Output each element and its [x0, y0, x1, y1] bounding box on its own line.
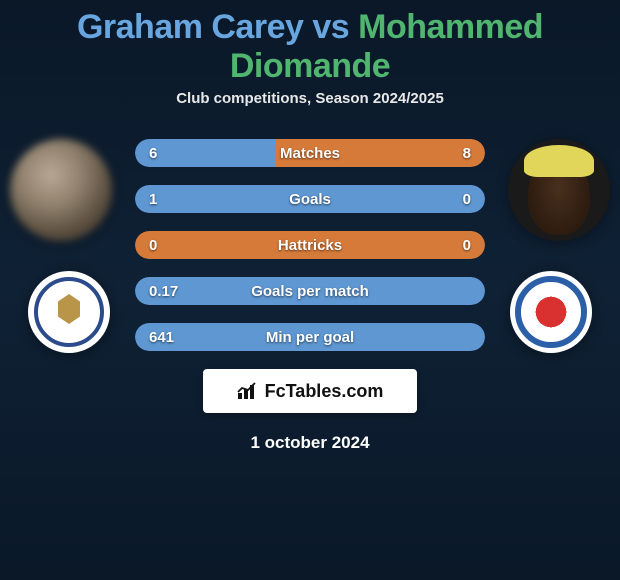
date-text: 1 october 2024 [0, 433, 620, 453]
stat-row: 0 Hattricks 0 [135, 231, 485, 259]
stat-label: Hattricks [278, 237, 342, 254]
comparison-title: Graham Carey vs Mohammed Diomande [0, 0, 620, 86]
player1-value: 0 [149, 237, 157, 254]
stat-label: Goals per match [251, 283, 369, 300]
stat-label: Goals [289, 191, 331, 208]
vs-text: vs [303, 8, 358, 46]
player2-value: 8 [463, 145, 471, 162]
player1-value: 6 [149, 145, 157, 162]
player2-avatar [508, 139, 610, 241]
comparison-content: 6 Matches 8 1 Goals 0 0 Hattricks 0 0.17… [0, 139, 620, 453]
player1-value: 641 [149, 329, 174, 346]
player1-value: 1 [149, 191, 157, 208]
player2-value: 0 [463, 191, 471, 208]
stat-label: Matches [280, 145, 340, 162]
player2-club-badge [510, 271, 592, 353]
attribution-badge: FcTables.com [203, 369, 417, 413]
chart-icon [237, 382, 259, 400]
stat-row: 0.17 Goals per match [135, 277, 485, 305]
player1-name: Graham Carey [77, 8, 303, 46]
stat-row: 1 Goals 0 [135, 185, 485, 213]
stats-container: 6 Matches 8 1 Goals 0 0 Hattricks 0 0.17… [135, 139, 485, 351]
player1-value: 0.17 [149, 283, 178, 300]
stat-row: 641 Min per goal [135, 323, 485, 351]
player2-value: 0 [463, 237, 471, 254]
player1-avatar [10, 139, 112, 241]
attribution-text: FcTables.com [265, 381, 384, 402]
player1-club-badge [28, 271, 110, 353]
subtitle: Club competitions, Season 2024/2025 [0, 90, 620, 107]
stat-label: Min per goal [266, 329, 354, 346]
stat-row: 6 Matches 8 [135, 139, 485, 167]
